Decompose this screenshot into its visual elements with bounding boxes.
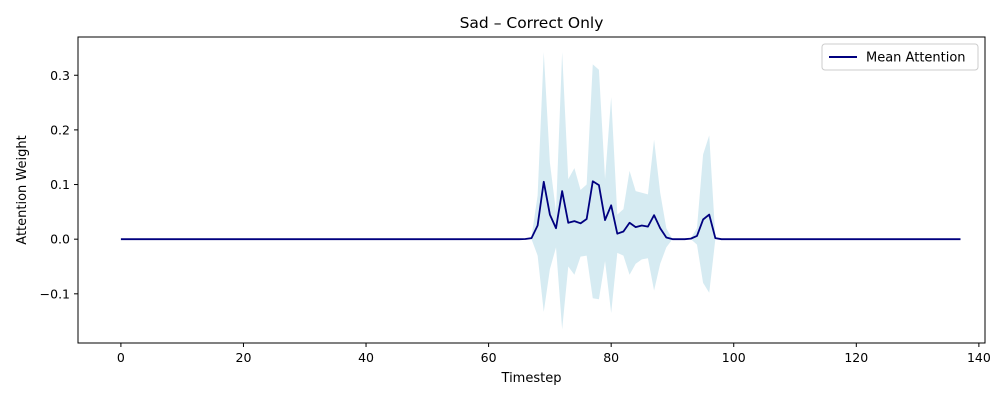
y-tick-label: 0.2 <box>50 122 70 137</box>
y-axis-ticks: −0.1 0.0 0.1 0.2 0.3 <box>40 68 78 301</box>
std-band <box>120 52 961 330</box>
x-tick-label: 0 <box>117 350 125 365</box>
y-tick-label: −0.1 <box>40 286 70 301</box>
plot-frame <box>77 36 986 344</box>
y-tick-label: 0.3 <box>50 68 70 83</box>
x-tick-label: 60 <box>481 350 497 365</box>
series-line-mean-attention <box>120 180 961 241</box>
y-tick-label: 0.1 <box>50 177 70 192</box>
x-tick-label: 20 <box>236 350 252 365</box>
x-axis-ticks: 0 20 40 60 80 100 120 140 <box>117 343 991 365</box>
legend-box <box>821 43 979 71</box>
y-tick-label: 0.0 <box>50 232 70 247</box>
x-tick-label: 100 <box>722 350 746 365</box>
mean-line-layer <box>120 180 961 241</box>
x-tick-label: 40 <box>358 350 374 365</box>
std-band-layer <box>120 52 961 330</box>
x-tick-label: 120 <box>844 350 868 365</box>
x-tick-label: 80 <box>603 350 619 365</box>
legend-label-mean-attention: Mean Attention <box>866 51 966 66</box>
legend: Mean Attention <box>821 43 979 71</box>
x-axis-label: Timestep <box>501 371 562 386</box>
y-axis-label: Attention Weight <box>15 135 30 244</box>
chart-title: Sad – Correct Only <box>460 14 604 32</box>
x-tick-label: 140 <box>967 350 991 365</box>
